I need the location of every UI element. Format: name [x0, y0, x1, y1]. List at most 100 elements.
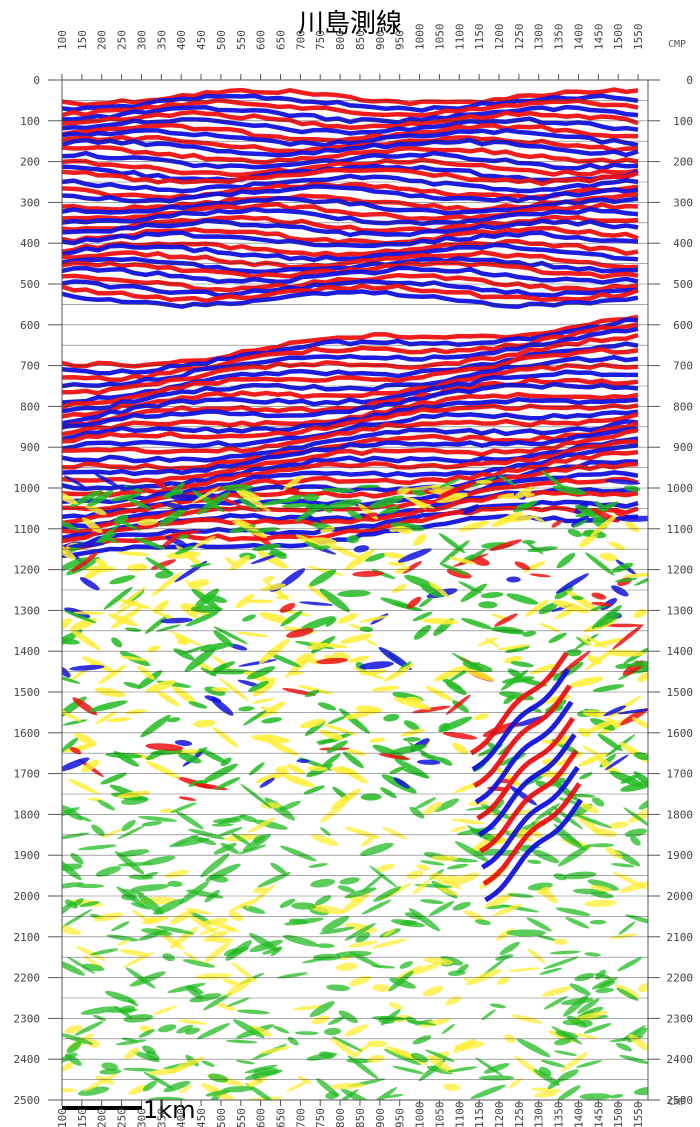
- noise-blob: [475, 479, 493, 484]
- scale-bar-label: 1km: [143, 1096, 196, 1124]
- cmp-tick-label: 650: [275, 30, 288, 50]
- noise-blob: [294, 1031, 319, 1036]
- noise-blob: [250, 554, 279, 565]
- noise-blob: [141, 871, 159, 878]
- noise-blob: [158, 507, 189, 527]
- cmp-tick-label: 1300: [533, 1102, 546, 1127]
- noise-blob: [188, 828, 225, 840]
- noise-blob: [383, 713, 400, 722]
- noise-blob: [413, 797, 437, 810]
- noise-blob: [62, 1062, 74, 1072]
- time-tick-label: 2500: [14, 1094, 41, 1107]
- noise-blob: [160, 617, 193, 624]
- time-tick-label: 1400: [14, 645, 41, 658]
- noise-blob: [200, 642, 232, 652]
- noise-blob: [527, 948, 546, 964]
- noise-blob: [193, 719, 216, 728]
- time-tick-label: 400: [673, 237, 693, 250]
- noise-blob: [360, 793, 382, 801]
- noise-blob: [191, 605, 223, 613]
- cmp-tick-label: 300: [135, 1108, 148, 1127]
- noise-blob: [410, 1052, 429, 1063]
- noise-blob: [551, 1026, 583, 1045]
- noise-blob: [326, 543, 361, 560]
- noise-blob: [494, 766, 525, 789]
- noise-blob: [442, 731, 478, 740]
- noise-blob: [245, 1096, 282, 1100]
- noise-blob: [62, 666, 71, 678]
- noise-blob: [467, 549, 487, 561]
- noise-blob: [337, 590, 371, 598]
- reflection-band: [62, 322, 639, 383]
- section-title: 川島測線: [298, 9, 402, 39]
- reflection-band: [62, 362, 639, 419]
- noise-blob: [511, 1014, 543, 1024]
- noise-blob: [187, 985, 204, 994]
- cmp-tick-label: 350: [155, 30, 168, 50]
- noise-blob: [225, 977, 255, 997]
- noise-blob: [105, 752, 143, 759]
- noise-blob: [631, 717, 648, 730]
- noise-blob: [477, 637, 499, 647]
- noise-blob: [574, 1033, 598, 1039]
- noise-blob: [584, 899, 617, 908]
- cmp-tick-label: 750: [314, 30, 327, 50]
- cmp-tick-label: 150: [76, 30, 89, 50]
- noise-blob: [637, 672, 648, 683]
- noise-blob: [378, 753, 411, 760]
- noise-blob: [259, 777, 275, 788]
- reflection-band: [62, 181, 639, 201]
- cmp-tick-label: 950: [394, 1108, 407, 1127]
- noise-blob: [153, 898, 185, 915]
- noise-blob: [225, 557, 236, 566]
- noise-blob: [148, 1096, 186, 1100]
- noise-blob: [376, 863, 395, 872]
- noise-blob: [106, 934, 139, 942]
- noise-blob: [483, 1063, 510, 1074]
- noise-blob: [579, 772, 593, 780]
- noise-blob: [628, 662, 648, 674]
- noise-blob: [508, 1077, 522, 1089]
- cmp-tick-label: 200: [96, 30, 109, 50]
- reflection-band: [62, 317, 639, 376]
- seismic-image: [62, 80, 648, 1100]
- noise-blob: [365, 552, 388, 562]
- noise-blob: [204, 695, 222, 703]
- noise-blob: [612, 507, 625, 518]
- noise-blob: [191, 486, 221, 504]
- noise-blob: [369, 737, 386, 743]
- noise-blob: [212, 817, 242, 824]
- noise-blob: [122, 951, 155, 968]
- noise-blob: [169, 910, 195, 925]
- time-tick-label: 1400: [667, 645, 694, 658]
- time-tick-label: 2000: [667, 890, 694, 903]
- reflection-band: [62, 449, 639, 512]
- noise-blob: [309, 569, 337, 587]
- cmp-tick-label: 450: [195, 30, 208, 50]
- noise-blob: [446, 568, 472, 579]
- noise-blob: [437, 887, 458, 896]
- cmp-tick-label: 700: [294, 30, 307, 50]
- noise-blob: [428, 581, 450, 598]
- noise-blob: [170, 802, 197, 814]
- noise-blob: [125, 709, 147, 715]
- noise-blob: [352, 570, 384, 577]
- noise-blob: [474, 919, 491, 926]
- noise-blob: [231, 832, 251, 846]
- noise-blob: [320, 526, 335, 534]
- noise-blob: [360, 842, 394, 856]
- noise-blob: [247, 817, 276, 833]
- noise-blob: [249, 1025, 272, 1037]
- noise-blob: [183, 579, 205, 595]
- noise-blob: [257, 734, 274, 739]
- noise-blob: [497, 474, 517, 487]
- reflection-band: [62, 272, 639, 293]
- noise-blob: [497, 644, 531, 651]
- cmp-tick-label: 600: [255, 1108, 268, 1127]
- noise-blob: [255, 771, 290, 783]
- noise-blob: [134, 537, 166, 550]
- noise-blob: [627, 806, 648, 823]
- reflection-band: [62, 354, 639, 414]
- noise-blob: [527, 859, 542, 865]
- noise-blob: [299, 601, 334, 606]
